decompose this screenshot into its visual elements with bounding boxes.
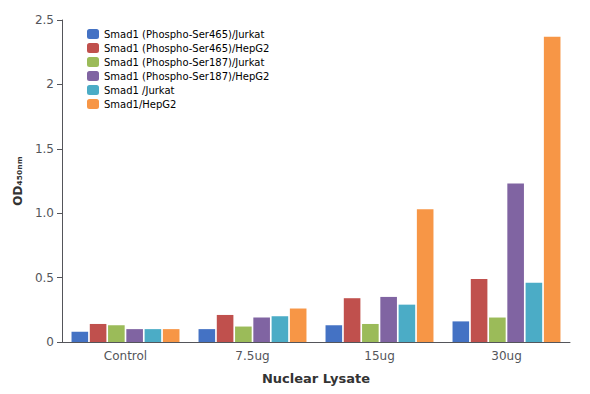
svg-text:7.5ug: 7.5ug [235, 349, 269, 363]
svg-text:0.5: 0.5 [35, 271, 54, 285]
svg-text:OD₄₅₀ₙₘ: OD₄₅₀ₙₘ [11, 156, 25, 205]
svg-text:Smad1 (Phospho-Ser187)/Jurkat: Smad1 (Phospho-Ser187)/Jurkat [104, 57, 264, 68]
svg-text:Smad1/HepG2: Smad1/HepG2 [104, 99, 176, 110]
svg-text:Smad1 (Phospho-Ser465)/HepG2: Smad1 (Phospho-Ser465)/HepG2 [104, 43, 269, 54]
svg-text:1.0: 1.0 [35, 206, 54, 220]
svg-text:Nuclear Lysate: Nuclear Lysate [262, 371, 370, 386]
svg-text:30ug: 30ug [491, 349, 522, 363]
svg-text:Smad1 (Phospho-Ser187)/HepG2: Smad1 (Phospho-Ser187)/HepG2 [104, 71, 269, 82]
svg-text:Smad1 (Phospho-Ser465)/Jurkat: Smad1 (Phospho-Ser465)/Jurkat [104, 29, 264, 40]
svg-text:2: 2 [46, 77, 54, 91]
svg-text:2.5: 2.5 [35, 13, 54, 27]
svg-text:0: 0 [46, 335, 54, 349]
svg-text:Control: Control [104, 349, 147, 363]
svg-text:1.5: 1.5 [35, 142, 54, 156]
svg-text:15ug: 15ug [364, 349, 395, 363]
svg-text:Smad1 /Jurkat: Smad1 /Jurkat [104, 85, 175, 96]
